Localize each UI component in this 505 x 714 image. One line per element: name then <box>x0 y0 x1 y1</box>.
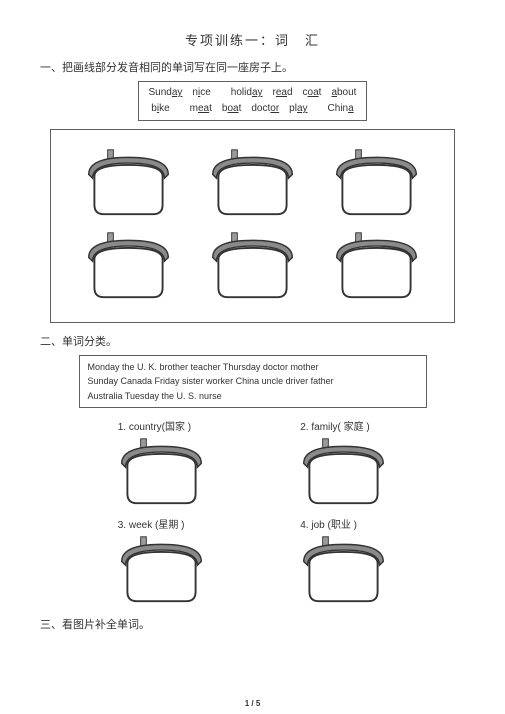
section2-heading: 二、单词分类。 <box>40 333 465 349</box>
page-number: 1 / 5 <box>0 699 505 708</box>
category-block: 4. job (职业 ) <box>296 516 391 610</box>
category-block: 3. week (星期 ) <box>114 516 209 610</box>
house-icon <box>205 146 300 223</box>
house-icon <box>81 146 176 223</box>
section1-words-line1: Sunday nice holiday read coat about <box>149 85 357 101</box>
house-row <box>66 229 439 306</box>
section2-word-box: Monday the U. K. brother teacher Thursda… <box>79 355 427 408</box>
house-icon <box>81 229 176 306</box>
house-row-labeled: 3. week (星期 ) 4. job (职业 ) <box>70 516 435 610</box>
house-icon <box>205 229 300 306</box>
house-row <box>66 146 439 223</box>
section1-houses-frame <box>50 129 455 323</box>
category-label: 3. week (星期 ) <box>118 516 185 531</box>
section1-word-box: Sunday nice holiday read coat about bike… <box>138 81 368 121</box>
section2-words-line3: Australia Tuesday the U. S. nurse <box>88 389 418 403</box>
worksheet-page: 专项训练一：词 汇 一、把画线部分发音相同的单词写在同一座房子上。 Sunday… <box>0 0 505 714</box>
page-title: 专项训练一：词 汇 <box>40 30 465 49</box>
house-icon <box>296 435 391 512</box>
category-label: 2. family( 家庭 ) <box>300 418 369 433</box>
section3-heading: 三、看图片补全单词。 <box>40 616 465 632</box>
house-icon <box>296 533 391 610</box>
house-row-labeled: 1. country(国家 ) 2. family( 家庭 ) <box>70 418 435 512</box>
category-block: 2. family( 家庭 ) <box>296 418 391 512</box>
category-label: 4. job (职业 ) <box>300 516 357 531</box>
section1-words-line2: bike meat boat doctor play China <box>149 101 357 117</box>
category-block: 1. country(国家 ) <box>114 418 209 512</box>
section1-heading: 一、把画线部分发音相同的单词写在同一座房子上。 <box>40 59 465 75</box>
section2-words-line2: Sunday Canada Friday sister worker China… <box>88 374 418 388</box>
house-icon <box>114 533 209 610</box>
house-icon <box>329 229 424 306</box>
section2-words-line1: Monday the U. K. brother teacher Thursda… <box>88 360 418 374</box>
category-label: 1. country(国家 ) <box>118 418 191 433</box>
house-icon <box>114 435 209 512</box>
house-icon <box>329 146 424 223</box>
